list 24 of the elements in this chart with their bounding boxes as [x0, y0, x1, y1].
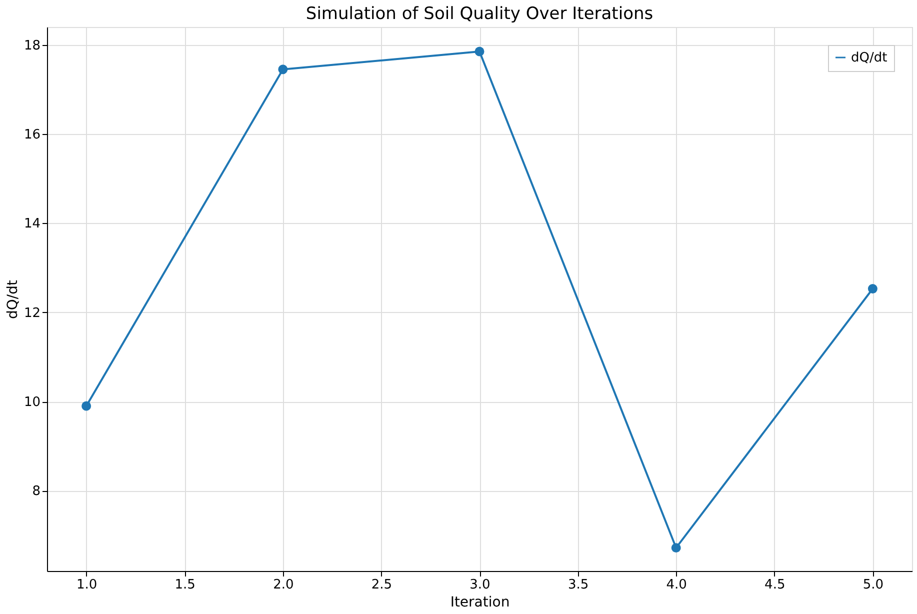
x-axis-title: Iteration: [450, 594, 510, 610]
x-tick-label: 2.0: [273, 578, 294, 592]
point: [278, 64, 288, 74]
x-tick-label: 3.5: [568, 578, 589, 592]
x-tick-label: 1.5: [174, 578, 196, 592]
y-tick-label: 12: [24, 306, 40, 321]
y-axis-title: dQ/dt: [4, 279, 21, 319]
x-tick-label: 1.0: [76, 578, 98, 592]
point: [474, 46, 484, 56]
legend-label: dQ/dt: [851, 50, 888, 66]
x-tick-label: 5.0: [862, 578, 884, 592]
y-tick-label: 18: [24, 38, 40, 54]
point: [82, 401, 92, 411]
y-tick-label: 8: [32, 484, 40, 500]
chart-title: Simulation of Soil Quality Over Iterations: [306, 4, 654, 24]
point: [671, 543, 681, 553]
y-tick-label: 10: [24, 395, 40, 410]
x-tick-label: 2.5: [371, 578, 392, 592]
y-tick-label: 14: [24, 216, 40, 232]
point: [868, 284, 878, 294]
y-tick-label: 16: [24, 128, 40, 143]
x-tick-label: 4.5: [764, 578, 786, 592]
x-tick-label: 4.0: [666, 578, 687, 592]
x-tick-label: 3.0: [470, 578, 490, 592]
